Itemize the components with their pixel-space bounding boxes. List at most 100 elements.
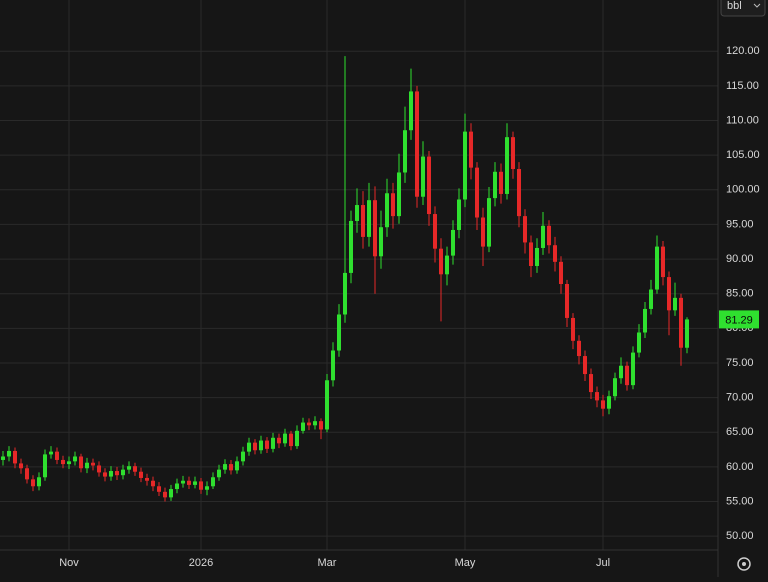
grid <box>0 0 718 550</box>
candle-body <box>301 422 305 431</box>
candle-body <box>427 156 431 215</box>
candle-body <box>127 466 131 470</box>
last-price-label: 81.29 <box>725 314 753 326</box>
candle-body <box>277 437 281 444</box>
candle-body <box>577 340 581 357</box>
unit-label[interactable]: bbl <box>727 0 742 12</box>
candle-body <box>625 365 629 386</box>
y-tick-label: 100.00 <box>726 184 760 196</box>
y-tick-label: 75.00 <box>726 357 754 369</box>
y-tick-label: 120.00 <box>726 45 760 57</box>
candle-body <box>367 200 371 237</box>
candle-body <box>655 246 659 290</box>
y-tick-label: 55.00 <box>726 495 754 507</box>
candle-body <box>565 284 569 318</box>
candle-body <box>439 248 443 275</box>
candle-body <box>289 433 293 447</box>
x-tick-label: May <box>455 557 476 569</box>
candle-body <box>61 459 65 465</box>
candle-body <box>325 380 329 430</box>
candle-body <box>481 217 485 247</box>
candle-body <box>487 198 491 247</box>
candle-body <box>505 137 509 194</box>
candle-body <box>175 483 179 490</box>
candle-body <box>331 350 335 381</box>
x-tick-label: Nov <box>59 557 79 569</box>
y-tick-label: 65.00 <box>726 426 754 438</box>
unit-dropdown[interactable]: bbl <box>720 0 766 17</box>
candle-body <box>529 242 533 266</box>
candle-body <box>187 480 191 485</box>
last-price-box <box>719 310 759 329</box>
candle-body <box>661 246 665 278</box>
y-tick-label: 70.00 <box>726 392 754 404</box>
candle-body <box>361 205 365 237</box>
settings-icon-center <box>742 562 746 566</box>
candle-body <box>673 297 677 311</box>
candle-body <box>511 137 515 170</box>
y-tick-label: 115.00 <box>726 80 759 92</box>
candle-body <box>199 481 203 490</box>
candle-body <box>559 261 563 285</box>
candle-body <box>229 464 233 471</box>
candle-body <box>103 472 107 477</box>
y-tick-label: 90.00 <box>726 253 754 265</box>
dropdown-box[interactable] <box>720 0 766 17</box>
candle-body <box>349 220 353 273</box>
settings-button[interactable] <box>737 557 751 571</box>
x-tick-label: 2026 <box>189 557 213 569</box>
candle-body <box>523 216 527 243</box>
candle-body <box>541 225 545 248</box>
candle-body <box>97 465 101 473</box>
candle-body <box>253 442 257 451</box>
candle-body <box>475 167 479 218</box>
candle-body <box>295 430 299 447</box>
candle-body <box>271 437 275 449</box>
candle-body <box>67 461 71 465</box>
candle-body <box>139 471 143 478</box>
candle-body <box>169 489 173 498</box>
candle-body <box>217 469 221 478</box>
candle-body <box>595 392 599 401</box>
y-tick-label: 85.00 <box>726 288 754 300</box>
candle-body <box>679 297 683 348</box>
candle-body <box>637 332 641 353</box>
candle-body <box>337 314 341 351</box>
settings-icon[interactable] <box>737 557 751 571</box>
candle-body <box>433 214 437 249</box>
candle-body <box>13 450 17 464</box>
candle-body <box>391 193 395 217</box>
candle-body <box>313 421 317 426</box>
candle-body <box>223 464 227 470</box>
y-tick-label: 50.00 <box>726 530 754 542</box>
candle-body <box>379 227 383 257</box>
candle-body <box>451 229 455 256</box>
candle-body <box>397 172 401 217</box>
candle-body <box>85 462 89 469</box>
candle-body <box>493 171 497 199</box>
candle-body <box>181 480 185 484</box>
x-tick-label: Mar <box>318 557 337 569</box>
candle-body <box>553 245 557 262</box>
candle-body <box>25 468 29 480</box>
candle-body <box>499 171 503 194</box>
candle-body <box>109 471 113 477</box>
candle-body <box>385 193 389 228</box>
candle-body <box>469 131 473 168</box>
y-tick-label: 95.00 <box>726 218 754 230</box>
candle-body <box>73 456 77 462</box>
candle-body <box>163 491 167 498</box>
candle-body <box>265 440 269 449</box>
candle-body <box>409 91 413 131</box>
candle-body <box>241 451 245 462</box>
candle-body <box>91 462 95 466</box>
candle-body <box>115 471 119 476</box>
candle-body <box>31 479 35 487</box>
candle-body <box>457 199 461 230</box>
candle-body <box>607 396 611 409</box>
candle-body <box>43 454 47 478</box>
candle-body <box>601 400 605 409</box>
candle-body <box>121 469 125 476</box>
